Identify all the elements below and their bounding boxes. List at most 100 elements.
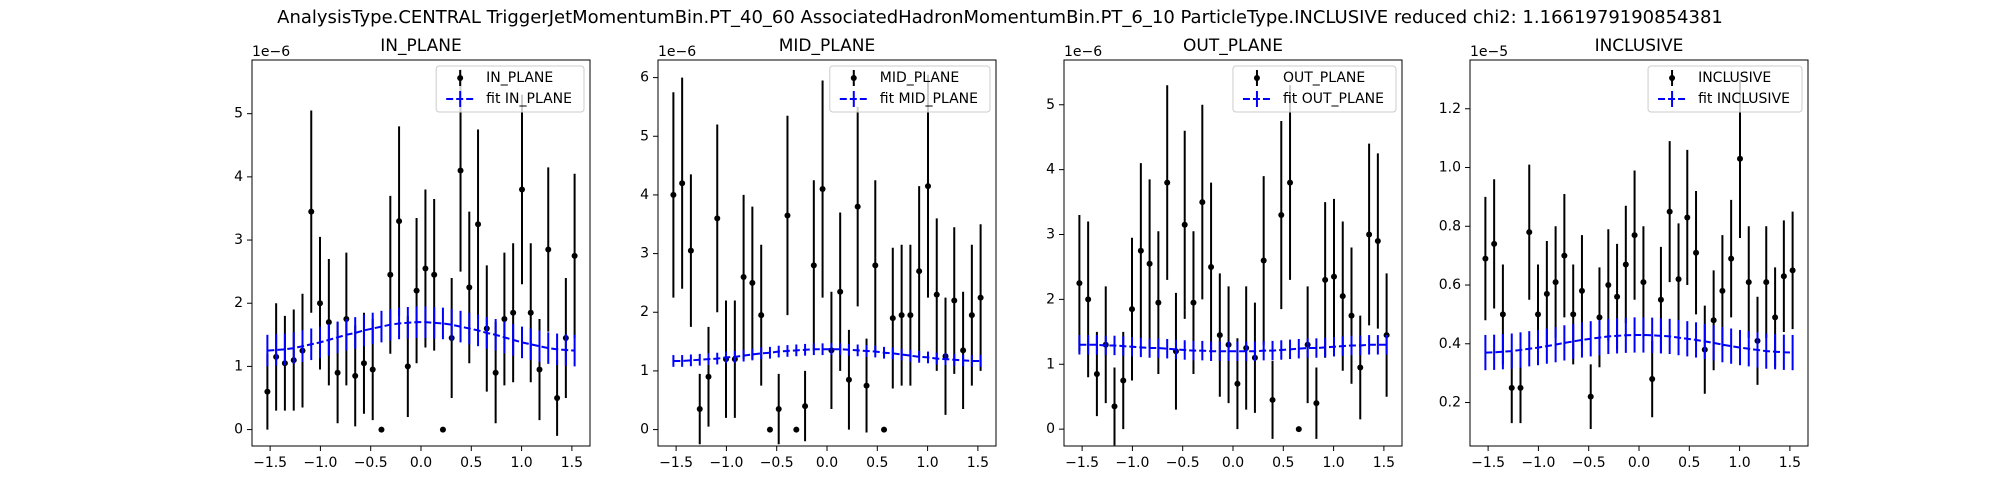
- data-point: [360, 360, 367, 367]
- y-tick-label: 0: [1046, 421, 1055, 437]
- data-point: [1357, 364, 1364, 371]
- data-point: [837, 288, 844, 295]
- data-point: [1155, 299, 1162, 306]
- x-tick-label: 1.5: [967, 455, 989, 471]
- data-point: [1649, 376, 1656, 383]
- data-point: [325, 319, 332, 326]
- data-point: [1313, 400, 1320, 407]
- data-point: [749, 279, 756, 286]
- data-point: [352, 372, 359, 379]
- data-point: [705, 373, 712, 380]
- legend-box: [1232, 65, 1397, 113]
- data-point: [872, 262, 879, 269]
- data-point: [802, 403, 809, 410]
- x-tick-label: −0.5: [354, 455, 388, 471]
- x-tick-label: 1.0: [916, 455, 938, 471]
- y-tick-label: 4: [1046, 162, 1055, 178]
- data-point: [784, 212, 791, 219]
- x-tick-label: 0.0: [1628, 455, 1650, 471]
- axes-frame: [1469, 59, 1809, 447]
- x-tick-label: 0.0: [410, 455, 432, 471]
- data-point: [431, 271, 438, 278]
- data-point: [1260, 257, 1267, 264]
- data-point: [1208, 263, 1215, 270]
- data-point: [571, 252, 578, 259]
- data-point: [766, 426, 773, 433]
- legend-label: IN_PLANE: [486, 70, 553, 86]
- plot-area: [1076, 85, 1390, 446]
- y-tick-label: 5: [234, 106, 243, 122]
- x-tick-label: −1.5: [1471, 455, 1505, 471]
- data-point: [679, 180, 686, 187]
- axes-frame: [251, 59, 591, 447]
- data-point: [960, 347, 967, 354]
- fit-line: [1079, 343, 1387, 353]
- x-tick-label: −1.5: [1065, 455, 1099, 471]
- data-point: [1789, 267, 1796, 274]
- data-point: [1348, 312, 1355, 319]
- y-tick-label: 3: [234, 232, 243, 248]
- plot-area: [1482, 79, 1796, 429]
- fit-line: [1485, 333, 1793, 354]
- x-tick-label: 1.0: [1728, 455, 1750, 471]
- data-point: [1181, 221, 1188, 228]
- data-point: [1374, 237, 1381, 244]
- data-point: [845, 376, 852, 383]
- x-tick-label: 1.5: [561, 455, 583, 471]
- data-point: [413, 287, 420, 294]
- marks: [670, 74, 984, 445]
- data-point: [536, 366, 543, 373]
- data-point: [793, 426, 800, 433]
- data-point: [758, 312, 765, 319]
- legend-marker: [1253, 75, 1260, 81]
- data-point: [527, 309, 534, 316]
- y-tick-label: 4: [234, 169, 243, 185]
- offset-label: 1e−6: [1064, 44, 1102, 60]
- data-point: [1728, 255, 1735, 262]
- x-tick-label: 0.5: [866, 455, 888, 471]
- data-point: [466, 284, 473, 291]
- data-point: [1535, 311, 1542, 318]
- data-point: [714, 215, 721, 222]
- data-point: [687, 247, 694, 254]
- legend-box: [829, 65, 991, 113]
- fit-line: [673, 348, 981, 362]
- data-point: [1093, 370, 1100, 377]
- data-point: [924, 183, 931, 190]
- offset-label: 1e−6: [252, 44, 290, 60]
- data-point: [1570, 311, 1577, 318]
- data-point: [1614, 293, 1621, 300]
- figure-title: AnalysisType.CENTRAL TriggerJetMomentumB…: [277, 7, 1723, 28]
- x-tick-label: −1.0: [1115, 455, 1149, 471]
- data-point: [1745, 279, 1752, 286]
- y-tick-label: 0: [640, 422, 649, 438]
- subplot-title: IN_PLANE: [380, 36, 461, 56]
- data-point: [1366, 231, 1373, 238]
- data-point: [1076, 280, 1083, 287]
- data-point: [501, 316, 508, 323]
- data-point: [863, 382, 870, 389]
- data-point: [1111, 403, 1118, 410]
- y-tick-label: 4: [640, 187, 649, 203]
- data-point: [1330, 273, 1337, 280]
- data-point: [334, 369, 341, 376]
- data-point: [475, 221, 482, 228]
- data-point: [1622, 261, 1629, 268]
- data-point: [1287, 179, 1294, 186]
- data-point: [1605, 282, 1612, 289]
- data-point: [881, 426, 888, 433]
- data-point: [1666, 208, 1673, 215]
- data-point: [1339, 293, 1346, 300]
- data-point: [1269, 396, 1276, 403]
- x-tick-label: −1.0: [709, 455, 743, 471]
- data-point: [933, 291, 940, 298]
- y-tick-label: 5: [640, 128, 649, 144]
- axes-frame: [1063, 59, 1403, 447]
- data-point: [1295, 426, 1302, 433]
- data-point: [369, 366, 376, 373]
- subplot-title: OUT_PLANE: [1183, 36, 1283, 56]
- data-point: [1684, 214, 1691, 221]
- data-point: [1693, 249, 1700, 256]
